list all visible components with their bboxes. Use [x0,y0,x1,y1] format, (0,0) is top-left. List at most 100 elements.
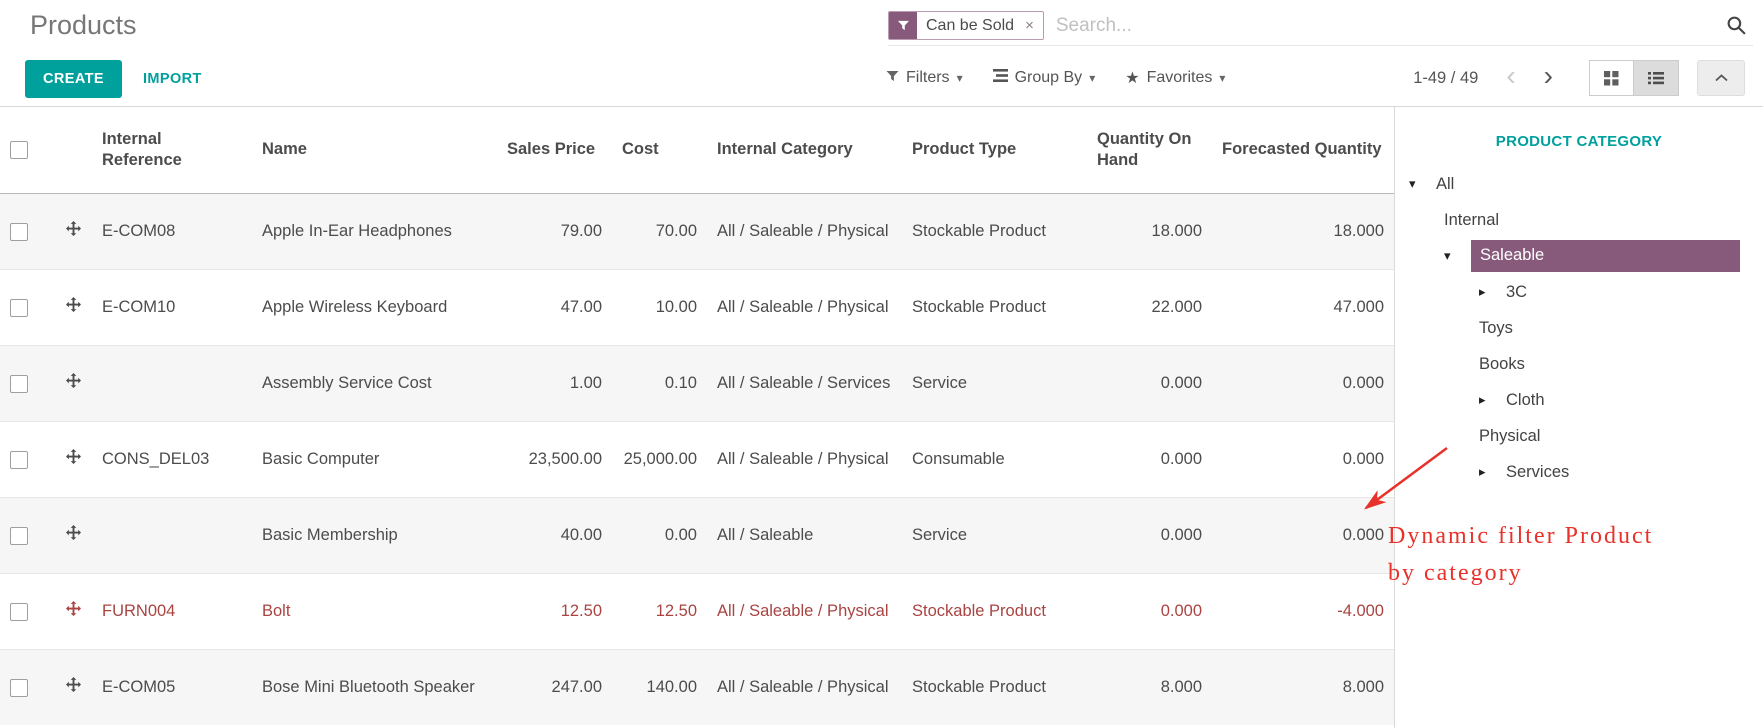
drag-handle-icon[interactable] [66,372,81,388]
cell-quantity-on-hand: 22.000 [1087,268,1212,345]
header-product-type[interactable]: Product Type [902,107,1087,194]
search-input[interactable] [1043,14,1726,37]
drag-handle-icon[interactable] [66,524,81,540]
row-select-cell [0,496,56,573]
table-row[interactable]: Basic Membership 40.00 0.00 All / Saleab… [0,496,1394,573]
header-internal-category[interactable]: Internal Category [707,107,902,194]
select-all-checkbox[interactable] [10,141,28,160]
search-options: Filters ▾ Group By ▾ ★ Favorites ▾ [886,50,1225,106]
favorites-dropdown[interactable]: ★ Favorites ▾ [1125,68,1225,88]
row-checkbox[interactable] [10,374,28,393]
filters-funnel-icon [886,69,899,87]
chevron-down-icon: ▾ [1219,71,1226,85]
drag-handle-icon[interactable] [66,220,81,236]
drag-handle-icon[interactable] [66,600,81,616]
category-label: Cloth [1506,390,1545,409]
view-switcher [1589,60,1679,96]
search-facet: Can be Sold × [888,11,1044,40]
chevron-down-icon: ▾ [1089,71,1096,85]
caret-icon[interactable]: ▾ [1444,248,1451,263]
list-view-icon[interactable] [1634,60,1679,96]
row-checkbox[interactable] [10,602,28,621]
magnifier-icon[interactable] [1726,15,1747,36]
category-tree-item[interactable]: ▾ Saleable [1395,238,1763,274]
table-row[interactable]: E-COM05 Bose Mini Bluetooth Speaker 247.… [0,648,1394,725]
group-by-dropdown[interactable]: Group By ▾ [992,69,1096,87]
header-quantity-on-hand[interactable]: Quantity On Hand [1087,107,1212,194]
header-internal-reference[interactable]: Internal Reference [92,107,252,194]
cell-product-type: Service [902,344,1087,421]
category-tree-item[interactable]: Toys [1395,310,1763,346]
row-checkbox[interactable] [10,678,28,697]
row-checkbox[interactable] [10,526,28,545]
cell-internal-category: All / Saleable / Physical [707,420,902,497]
category-tree-item[interactable]: ▸ Cloth [1395,382,1763,418]
annotation-line-2: by category [1388,560,1523,586]
collapse-panel-button[interactable] [1697,60,1745,96]
cell-product-type: Stockable Product [902,572,1087,649]
annotation-text: Dynamic filter Product by category [1388,518,1653,592]
cell-quantity-on-hand: 18.000 [1151,221,1202,240]
header-cost[interactable]: Cost [612,107,707,194]
header-name[interactable]: Name [252,107,497,194]
row-handle-cell [56,268,92,345]
import-button[interactable]: IMPORT [143,60,202,98]
table-row[interactable]: Assembly Service Cost 1.00 0.10 All / Sa… [0,344,1394,421]
table-row[interactable]: FURN004 Bolt 12.50 12.50 All / Saleable … [0,572,1394,649]
row-checkbox[interactable] [10,222,28,241]
row-select-cell [0,420,56,497]
drag-handle-icon[interactable] [66,677,81,693]
cell-forecasted-quantity: 0.000 [1212,420,1394,497]
row-checkbox[interactable] [10,450,28,469]
category-tree-item[interactable]: Physical [1395,418,1763,454]
cell-name: Bolt [252,572,497,649]
category-tree-item[interactable]: Internal [1395,202,1763,238]
row-handle-cell [56,496,92,573]
row-checkbox[interactable] [10,298,28,317]
category-label: Services [1506,462,1570,481]
table-row[interactable]: E-COM10 Apple Wireless Keyboard 47.00 10… [0,268,1394,345]
cell-internal-category: All / Saleable / Physical [707,648,902,725]
cell-cost: 0.10 [612,344,707,421]
filters-dropdown[interactable]: Filters ▾ [886,69,963,87]
favorites-label: Favorites [1146,69,1213,86]
cell-internal-reference [92,496,252,573]
caret-icon[interactable]: ▾ [1409,176,1416,191]
header-forecasted-quantity[interactable]: Forecasted Quantity [1212,107,1394,194]
drag-handle-icon[interactable] [66,448,81,464]
caret-icon[interactable]: ▸ [1479,284,1486,299]
create-button[interactable]: CREATE [25,60,122,98]
cell-cost: 0.00 [612,496,707,573]
cell-cost: 140.00 [612,648,707,725]
select-all-cell [0,107,56,194]
row-select-cell [0,193,56,269]
drag-handle-icon[interactable] [66,296,81,312]
table-row[interactable]: E-COM08 Apple In-Ear Headphones 79.00 70… [0,193,1394,269]
category-tree-item[interactable]: ▾ All [1395,166,1763,202]
cell-sales-price: 79.00 [560,221,602,240]
category-tree-item[interactable]: ▸ 3C [1395,274,1763,310]
header-sales-price[interactable]: Sales Price [497,107,612,194]
cell-cost: 70.00 [655,221,697,240]
cell-quantity-on-hand: 8.000 [1087,648,1212,725]
kanban-view-icon[interactable] [1589,60,1634,96]
facet-close-icon[interactable]: × [1025,17,1034,34]
filters-label: Filters [906,69,950,86]
search-bar[interactable]: Can be Sold × [888,6,1753,46]
cell-quantity-on-hand: 0.000 [1087,496,1212,573]
cell-name: Assembly Service Cost [252,344,497,421]
cell-forecasted-quantity: 0.000 [1212,344,1394,421]
pager-next-icon[interactable]: › [1543,59,1553,91]
category-label: 3C [1506,282,1528,301]
caret-icon[interactable]: ▸ [1479,392,1486,407]
category-tree-item[interactable]: ▸ Services [1395,454,1763,490]
cell-name: Basic Membership [252,496,497,573]
table-row[interactable]: CONS_DEL03 Basic Computer 23,500.00 25,0… [0,420,1394,497]
category-label: Internal [1444,210,1500,229]
caret-icon[interactable]: ▸ [1479,464,1486,479]
cell-internal-category: All / Saleable / Physical [707,572,902,649]
pager-previous-icon[interactable]: ‹ [1506,59,1516,91]
row-handle-cell [56,344,92,421]
category-tree-item[interactable]: Books [1395,346,1763,382]
